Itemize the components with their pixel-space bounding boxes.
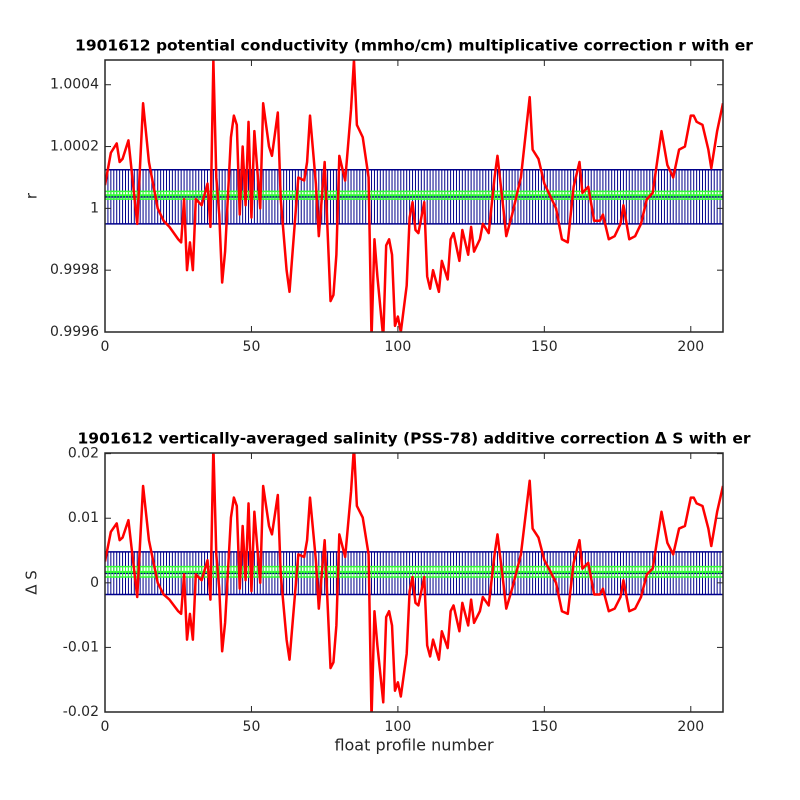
x-tick-label: 150 xyxy=(531,339,558,355)
chart-title: 1901612 potential conductivity (mmho/cm)… xyxy=(75,37,753,55)
x-tick-label: 0 xyxy=(101,339,110,355)
x-tick-label: 100 xyxy=(385,339,412,355)
y-tick-label: 0 xyxy=(90,575,99,591)
subplot: 0 50 100 150 200 0.9996 0.9998 1 1.0002 1.0004 190… xyxy=(23,37,754,356)
y-tick-label: 0.9996 xyxy=(50,324,99,340)
chart-title: 1901612 vertically-averaged salinity (PS… xyxy=(78,430,751,448)
y-axis-label: Δ S xyxy=(23,570,41,595)
y-tick-label: -0.01 xyxy=(63,639,99,655)
y-tick-label: 1.0002 xyxy=(50,139,99,155)
plot-content xyxy=(105,453,723,712)
data-line xyxy=(105,453,723,712)
y-tick-label: 0.01 xyxy=(68,510,99,526)
x-tick-label: 200 xyxy=(677,339,704,355)
y-tick-label: 0.02 xyxy=(68,446,99,462)
x-tick-label: 100 xyxy=(385,719,412,735)
y-tick-label: 1 xyxy=(90,200,99,216)
x-tick-label: 150 xyxy=(531,719,558,735)
data-line xyxy=(105,60,723,332)
plot-content xyxy=(105,60,723,332)
y-axis-label: r xyxy=(23,192,41,199)
x-tick-label: 0 xyxy=(101,719,110,735)
x-tick-label: 50 xyxy=(243,339,261,355)
x-tick-label: 200 xyxy=(677,719,704,735)
x-tick-label: 50 xyxy=(243,719,261,735)
y-tick-label: 1.0004 xyxy=(50,77,99,93)
y-tick-label: -0.02 xyxy=(63,704,99,720)
y-tick-label: 0.9998 xyxy=(50,262,99,278)
x-axis-label: float profile number xyxy=(334,736,494,755)
axes-frame xyxy=(104,59,724,333)
